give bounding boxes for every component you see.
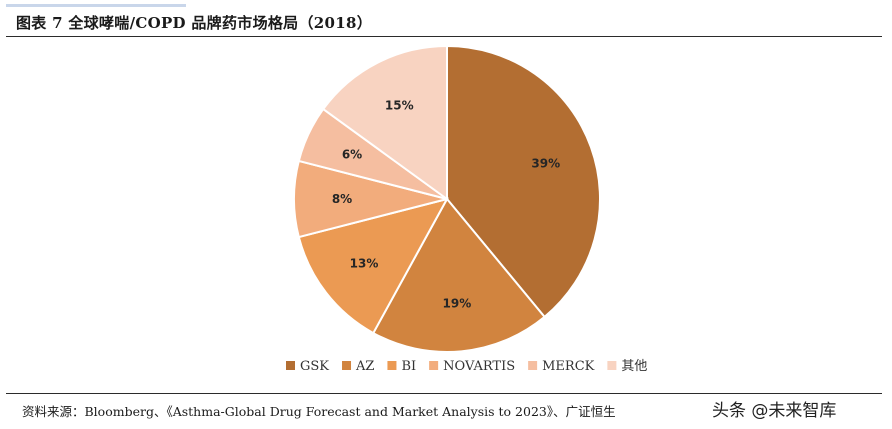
- data-label-other: 15%: [385, 98, 414, 112]
- data-label-bi: 13%: [350, 256, 379, 270]
- title-bar: 图表 7 全球哮喘/COPD 品牌药市场格局（2018）: [6, 4, 882, 37]
- legend-swatch-novartis: [429, 361, 439, 370]
- pie-slice-bi: [297, 197, 449, 335]
- legend-label-other: 其他: [621, 359, 647, 374]
- data-label-gsk: 39%: [531, 156, 560, 170]
- pie-slice-gsk: [446, 44, 601, 319]
- footer-divider: [6, 393, 882, 394]
- legend-label-bi: BI: [401, 359, 416, 374]
- title-accent-line: [6, 4, 186, 7]
- legend-label-novartis: NOVARTIS: [443, 359, 515, 374]
- pie-slice-other: [321, 44, 448, 201]
- data-label-merck: 6%: [342, 147, 362, 161]
- legend-swatch-merck: [528, 361, 538, 370]
- figure-title: 图表 7 全球哮喘/COPD 品牌药市场格局（2018）: [16, 14, 373, 32]
- legend-swatch-az: [342, 361, 352, 370]
- legend-swatch-other: [607, 361, 617, 370]
- legend-label-merck: MERCK: [542, 359, 595, 374]
- legend-swatch-gsk: [286, 361, 295, 370]
- legend: GSK AZ BI NOVARTIS MERCK 其他: [286, 359, 647, 374]
- data-label-novartis: 8%: [332, 192, 352, 206]
- watermark: 头条 @未来智库: [712, 401, 837, 421]
- data-label-az: 19%: [443, 297, 472, 311]
- source-note: 资料来源：Bloomberg、《Asthma-Global Drug Forec…: [22, 404, 616, 419]
- legend-label-az: AZ: [355, 359, 374, 374]
- legend-label-gsk: GSK: [300, 359, 329, 374]
- pie-slice-az: [371, 197, 546, 353]
- legend-swatch-bi: [387, 361, 397, 370]
